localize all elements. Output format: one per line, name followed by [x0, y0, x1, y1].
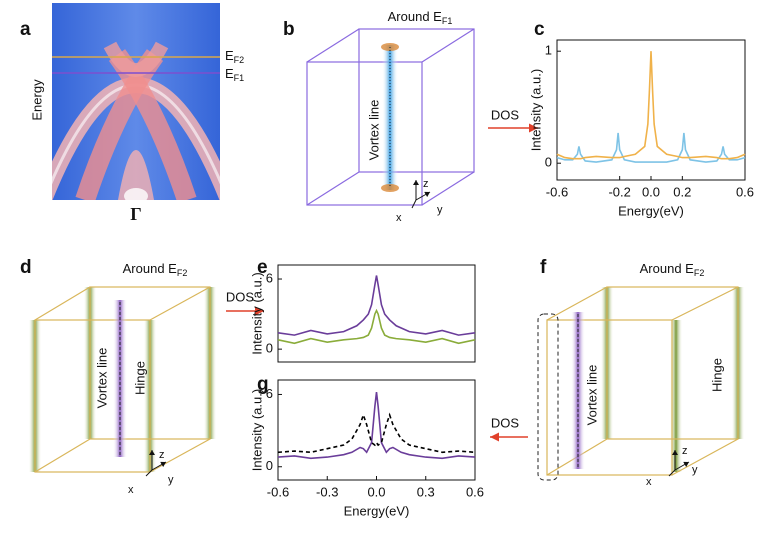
- level-label: EF1: [225, 66, 244, 83]
- y-axis-label: Energy: [29, 79, 44, 121]
- arrow-label: DOS: [226, 289, 255, 304]
- vortex: [382, 45, 398, 190]
- arrow-label: DOS: [491, 415, 520, 430]
- panel-label: a: [20, 19, 31, 40]
- vortex-end: [381, 184, 399, 192]
- x-axis-label: Energy(eV): [618, 203, 684, 218]
- x-tick-label: -0.6: [267, 484, 289, 499]
- axes-glyph: [668, 450, 690, 477]
- panel-label: e: [257, 257, 268, 278]
- title-sub: F1: [442, 16, 453, 26]
- hinge-label: Hinge: [709, 358, 724, 392]
- cube: [306, 28, 475, 206]
- level-sub: F2: [234, 55, 245, 65]
- y-tick-label: 6: [266, 270, 273, 285]
- axis-glyph-label: z: [159, 449, 165, 461]
- panel-title: Around EF2: [123, 261, 188, 278]
- series-line: [277, 391, 476, 460]
- panel-label: b: [283, 19, 295, 40]
- hinge-box: [537, 313, 559, 481]
- x-tick-label: 0.6: [466, 484, 484, 499]
- x-tick-label: -0.3: [316, 484, 338, 499]
- y-axis-label: Intensity (a.u.): [249, 389, 264, 471]
- series-line: [277, 275, 476, 336]
- title-main: Around E: [123, 261, 178, 276]
- title-sub: F2: [177, 268, 188, 278]
- panel-title: Around EF2: [640, 261, 705, 278]
- x-tick-label: -0.2: [608, 184, 630, 199]
- title-main: Around E: [640, 261, 695, 276]
- vortex-label: Vortex line: [366, 100, 381, 161]
- band-structure: [52, 3, 220, 200]
- title-main: Around E: [388, 9, 443, 24]
- y-tick-label: 0: [266, 341, 273, 356]
- x-axis-label: Energy(eV): [344, 503, 410, 518]
- y-axis-label: Intensity (a.u.): [249, 272, 264, 354]
- axes-glyph: [411, 180, 431, 209]
- axis-glyph-label: z: [423, 178, 429, 190]
- arrow-label: DOS: [491, 107, 520, 122]
- vortex-label: Vortex line: [584, 365, 599, 426]
- cube: [34, 286, 211, 473]
- panel-label: c: [534, 19, 545, 40]
- hinge-label: Hinge: [132, 361, 147, 395]
- axis-glyph-label: z: [682, 445, 688, 457]
- x-tick-label: -0.6: [546, 184, 568, 199]
- title-sub: F2: [694, 268, 705, 278]
- level-main: E: [225, 48, 234, 63]
- panel-title: Around EF1: [388, 9, 453, 26]
- series-line: [277, 308, 476, 345]
- axis-glyph-label: x: [396, 212, 402, 224]
- series-line: [277, 412, 476, 454]
- cube: [546, 286, 739, 476]
- level-label: EF2: [225, 48, 244, 65]
- y-tick-label: 0: [545, 155, 552, 170]
- axis-glyph-label: y: [437, 204, 443, 216]
- panel-label: f: [540, 257, 547, 278]
- axis-glyph-label: x: [646, 476, 652, 488]
- x-tick-label: 0.0: [642, 184, 660, 199]
- axis-glyph-label: y: [692, 464, 698, 476]
- level-sub: F1: [234, 73, 245, 83]
- y-axis-label: Intensity (a.u.): [528, 69, 543, 151]
- x-tick-label: 0.2: [673, 184, 691, 199]
- x-axis-label: Γ: [130, 204, 141, 224]
- vortex-label: Vortex line: [94, 348, 109, 409]
- panel-label: g: [257, 374, 269, 395]
- axes-glyph: [145, 450, 167, 477]
- series-line: [556, 51, 746, 160]
- panel-label: d: [20, 257, 32, 278]
- level-main: E: [225, 66, 234, 81]
- x-tick-label: 0.6: [736, 184, 754, 199]
- plot-frame: [277, 264, 476, 363]
- y-tick-label: 0: [266, 458, 273, 473]
- y-tick-label: 6: [266, 386, 273, 401]
- x-tick-label: 0.3: [417, 484, 435, 499]
- y-tick-label: 1: [545, 43, 552, 58]
- x-tick-label: 0.0: [367, 484, 385, 499]
- axis-glyph-label: y: [168, 474, 174, 486]
- axis-glyph-label: x: [128, 484, 134, 496]
